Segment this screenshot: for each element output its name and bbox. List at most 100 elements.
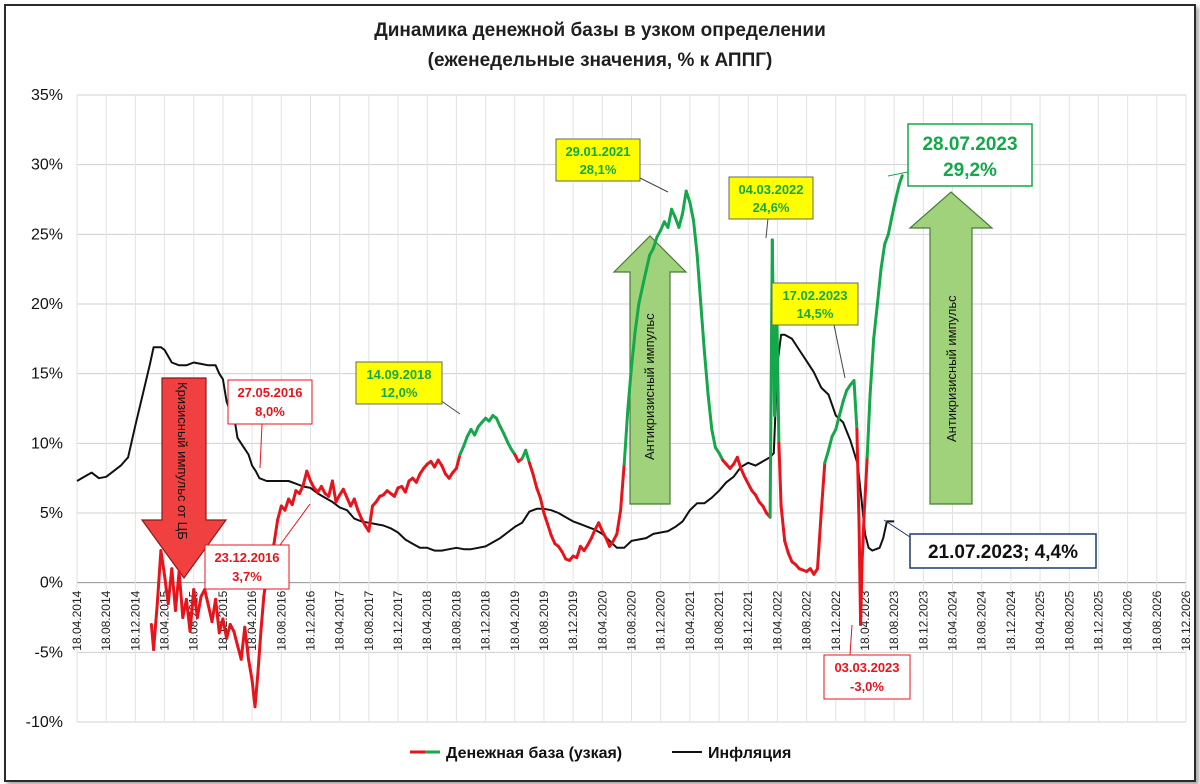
x-tick-label: 18.04.2024	[946, 590, 960, 650]
series-money-base-segment	[897, 174, 904, 186]
series-money-base-segment	[458, 444, 466, 456]
annotation-23-12-2016: 23.12.2016 3,7%	[204, 503, 311, 590]
series-money-base-segment	[894, 182, 901, 201]
y-tick-label: -5%	[35, 644, 63, 661]
x-tick-label: 18.08.2022	[800, 590, 814, 650]
series-money-base-segment	[875, 267, 883, 306]
series-money-base-segment	[462, 434, 469, 448]
series-money-base-segment	[886, 214, 894, 236]
anticrisis-arrow-2-shape	[908, 191, 994, 505]
series-money-base-segment	[651, 235, 659, 250]
svg-text:27.05.2016: 27.05.2016	[237, 385, 302, 400]
svg-text:29.01.2021: 29.01.2021	[565, 144, 630, 159]
x-tick-label: 18.04.2020	[595, 590, 609, 650]
series-money-base-segment	[710, 427, 717, 449]
svg-text:28,1%: 28,1%	[580, 162, 617, 177]
series-money-base-segment	[247, 657, 254, 682]
anticrisis-arrow-1-label: Антикризисный импульс	[642, 313, 657, 460]
x-tick-label: 18.12.2021	[741, 590, 755, 650]
crisis-arrow-label: Кризисный импульс от ЦБ	[175, 382, 190, 540]
series-money-base-segment	[644, 253, 652, 273]
y-tick-label: 35%	[31, 87, 63, 104]
series-money-base-segment	[872, 302, 879, 341]
series-money-base-segment	[589, 528, 597, 540]
series-money-base-segment	[890, 198, 898, 218]
x-tick-label: 18.04.2014	[70, 590, 84, 650]
x-tick-label: 18.12.2025	[1091, 590, 1105, 650]
legend-inflation: Инфляция	[708, 745, 791, 762]
series-money-base-segment	[692, 218, 699, 257]
svg-text:29,2%: 29,2%	[943, 160, 997, 181]
x-tick-label: 18.12.2026	[1179, 590, 1193, 650]
annotation-14-09-2018: 14.09.2018 12,0%	[355, 361, 461, 415]
svg-text:28.07.2023: 28.07.2023	[922, 134, 1017, 155]
series-money-base-segment	[699, 302, 706, 355]
x-tick-label: 18.04.2022	[770, 590, 784, 650]
series-money-base-segment	[272, 518, 280, 546]
x-tick-label: 18.12.2014	[128, 590, 142, 650]
series-money-base-segment	[414, 472, 422, 484]
series-money-base-segment	[706, 393, 714, 431]
series-money-base-segment	[367, 504, 374, 533]
series-money-base-segment	[159, 549, 167, 578]
x-tick-label: 18.08.2025	[1062, 590, 1076, 650]
series-money-base-segment	[855, 427, 861, 529]
series-money-base-segment	[834, 414, 841, 431]
x-tick-label: 18.08.2016	[274, 590, 288, 650]
series-money-base-segment	[538, 496, 546, 515]
series-money-base-segment	[827, 434, 834, 452]
x-axis-ticks: 18.04.2014 18.08.2014 18.12.2014 18.04.2015…	[70, 590, 1193, 650]
series-money-base-segment	[575, 544, 582, 560]
x-tick-label: 18.08.2020	[625, 590, 639, 650]
annotation-17-02-2023: 17.02.2023 14,5%	[771, 282, 859, 379]
series-money-base-segment	[684, 189, 692, 204]
svg-text:17.02.2023: 17.02.2023	[782, 288, 847, 303]
series-money-base-segment	[276, 504, 283, 522]
annotation-29-01-2021: 29.01.2021 28,1%	[555, 138, 669, 193]
series-lines	[76, 174, 904, 709]
series-money-base-segment	[819, 461, 827, 515]
series-money-base-segment	[535, 486, 542, 500]
series-money-base-segment	[622, 407, 630, 466]
x-tick-label: 18.12.2022	[829, 590, 843, 650]
x-tick-label: 18.12.2019	[566, 590, 580, 650]
y-tick-label: 0%	[40, 575, 63, 592]
x-tick-label: 18.12.2023	[916, 590, 930, 650]
series-money-base-segment	[859, 560, 864, 626]
anticrisis-arrow-2: Антикризисный импульс	[908, 191, 994, 505]
x-tick-label: 18.04.2017	[333, 590, 347, 650]
anticrisis-arrow-1: Антикризисный импульс	[612, 235, 688, 505]
series-money-base-segment	[527, 461, 535, 476]
svg-text:14.09.2018: 14.09.2018	[366, 367, 431, 382]
series-money-base-segment	[640, 269, 648, 289]
series-money-base-segment	[779, 504, 787, 543]
annotation-27-05-2016: 27.05.2016 8,0%	[227, 379, 313, 469]
series-money-base-segment	[253, 671, 260, 709]
series-money-base-segment	[531, 472, 539, 490]
x-tick-label: 18.04.2026	[1121, 590, 1135, 650]
series-money-base-segment	[290, 489, 298, 507]
y-tick-label: -10%	[26, 714, 63, 731]
series-money-base-segment	[879, 242, 887, 271]
legend-money-base: Денежная база (узкая)	[446, 745, 622, 762]
series-money-base-segment	[862, 455, 869, 515]
series-money-base-segment	[454, 453, 462, 470]
x-tick-label: 18.08.2026	[1150, 590, 1164, 650]
series-money-base-segment	[597, 521, 604, 533]
x-tick-label: 18.08.2021	[712, 590, 726, 650]
legend: Денежная база (узкая) Инфляция	[410, 745, 791, 762]
x-tick-label: 18.08.2024	[975, 590, 989, 650]
series-money-base-segment	[841, 388, 849, 403]
series-money-base-segment	[837, 400, 845, 417]
y-tick-label: 5%	[40, 505, 63, 522]
series-money-base-segment	[860, 511, 866, 564]
series-money-base-segment	[341, 487, 349, 500]
series-money-base-segment	[626, 365, 633, 410]
chart-title: Динамика денежной базы в узком определен…	[374, 20, 826, 41]
series-money-base-segment	[256, 629, 263, 675]
series-money-base-segment	[403, 479, 411, 494]
svg-text:12,0%: 12,0%	[381, 385, 418, 400]
series-money-base-segment	[155, 549, 163, 606]
svg-text:3,7%: 3,7%	[232, 569, 262, 584]
series-money-base-segment	[868, 337, 876, 397]
